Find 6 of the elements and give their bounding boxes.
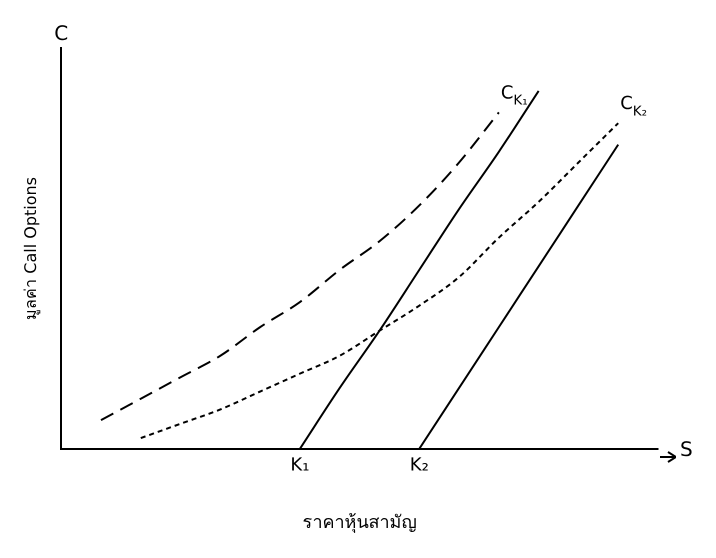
y-axis-title: มูลค่า Call Options <box>20 177 41 320</box>
x-tick-label: K₁ <box>290 454 310 476</box>
x-tick-label: K₂ <box>410 454 429 476</box>
text: C <box>54 21 68 45</box>
text: S <box>680 436 693 461</box>
x-axis-title: ราคาหุ้นสามัญ <box>302 512 417 533</box>
